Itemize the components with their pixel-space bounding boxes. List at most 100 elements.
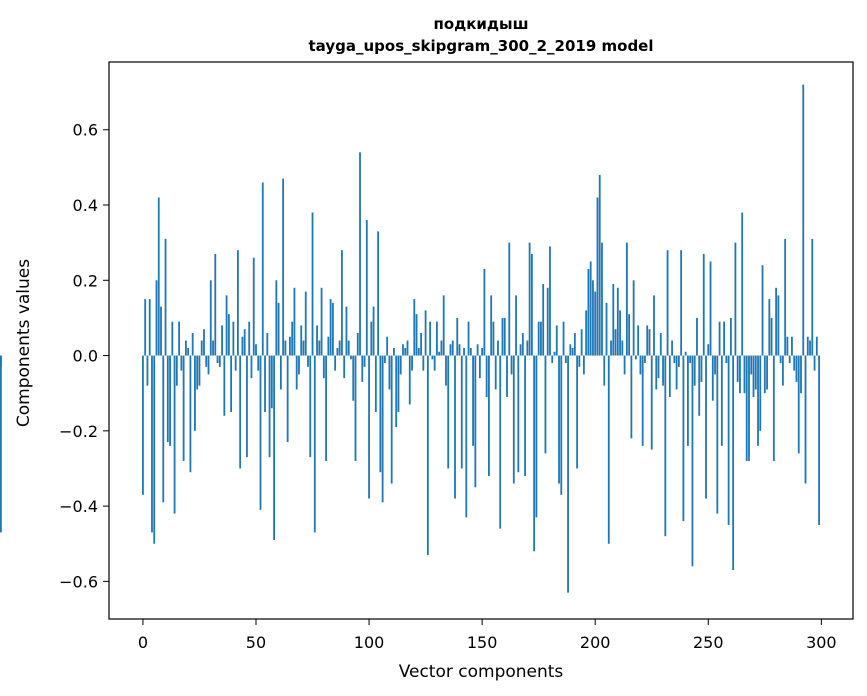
bar — [329, 299, 332, 356]
bar — [433, 355, 436, 371]
bar — [411, 355, 413, 371]
bar — [610, 340, 612, 356]
bar — [612, 284, 615, 356]
bar — [530, 253, 533, 356]
bar — [571, 348, 574, 356]
bar — [813, 355, 816, 371]
bar — [408, 355, 411, 405]
bar — [705, 355, 707, 499]
bar — [804, 355, 807, 484]
bar — [766, 355, 768, 390]
bar — [289, 336, 291, 356]
bar — [397, 355, 400, 413]
bar — [354, 355, 357, 461]
bar — [327, 336, 330, 356]
bar — [729, 317, 732, 356]
bar — [736, 355, 739, 382]
bar — [696, 317, 698, 356]
bar — [587, 268, 590, 356]
bar — [293, 287, 296, 356]
bar — [519, 344, 522, 356]
bar — [481, 348, 484, 356]
bar — [180, 355, 183, 371]
bar — [506, 355, 508, 397]
y-axis-ticks: −0.6 −0.4 −0.2 0.0 0.2 0.4 0.6 — [59, 121, 109, 591]
bar — [205, 355, 208, 367]
bar — [359, 152, 361, 356]
bar — [564, 355, 567, 364]
bar — [741, 212, 744, 356]
bar — [542, 284, 545, 356]
bar — [549, 246, 551, 356]
bar — [157, 197, 160, 356]
y-tick-label: −0.2 — [59, 422, 98, 441]
bar — [605, 302, 608, 356]
bar — [295, 355, 298, 390]
bar — [386, 336, 389, 356]
bar — [768, 299, 771, 356]
bar — [291, 321, 294, 356]
bar — [759, 355, 762, 431]
bar — [589, 261, 592, 356]
bar — [216, 355, 219, 364]
bar — [711, 355, 714, 401]
bar — [806, 336, 809, 356]
bar — [603, 355, 606, 386]
bar — [677, 355, 680, 367]
bar — [666, 250, 669, 356]
bar — [761, 265, 764, 356]
bar — [497, 340, 499, 356]
bar — [435, 321, 438, 356]
bar — [325, 355, 327, 461]
bar — [537, 321, 540, 356]
bar — [682, 355, 685, 522]
bar — [723, 321, 726, 356]
bar — [259, 355, 262, 510]
bar — [422, 355, 425, 371]
bar — [336, 348, 339, 356]
bar — [668, 355, 671, 397]
bar — [460, 355, 463, 469]
bar — [395, 355, 398, 428]
bar — [264, 355, 266, 413]
bar — [445, 355, 447, 386]
bar — [273, 355, 275, 540]
bar — [300, 325, 303, 356]
bar — [743, 355, 746, 394]
bar — [625, 242, 628, 356]
bar — [234, 355, 237, 371]
bar — [528, 242, 531, 356]
y-tick-label: −0.4 — [59, 497, 98, 516]
bar — [169, 355, 171, 446]
bar — [184, 340, 187, 356]
y-tick-label: 0.6 — [73, 121, 98, 140]
bar — [555, 325, 558, 356]
bar — [573, 332, 576, 356]
bar — [716, 355, 719, 514]
bar — [499, 355, 502, 529]
bar — [275, 280, 278, 356]
bar — [334, 355, 337, 371]
bar — [727, 355, 730, 525]
bar — [535, 355, 538, 518]
bar — [662, 355, 664, 386]
bar — [793, 355, 796, 371]
bar — [442, 295, 445, 356]
bar — [510, 355, 513, 375]
bar — [691, 355, 694, 567]
bar — [171, 321, 174, 356]
y-tick-label: 0.2 — [73, 271, 98, 290]
bar — [311, 212, 314, 356]
bar — [734, 242, 737, 356]
bar — [786, 336, 789, 356]
bar — [639, 355, 642, 375]
bar — [748, 355, 750, 461]
bar — [788, 355, 791, 364]
bar — [619, 310, 621, 356]
bar — [775, 287, 778, 356]
bar — [558, 355, 560, 484]
bar — [363, 355, 366, 367]
bar — [781, 355, 784, 386]
bar — [279, 355, 282, 390]
bar — [512, 355, 515, 484]
